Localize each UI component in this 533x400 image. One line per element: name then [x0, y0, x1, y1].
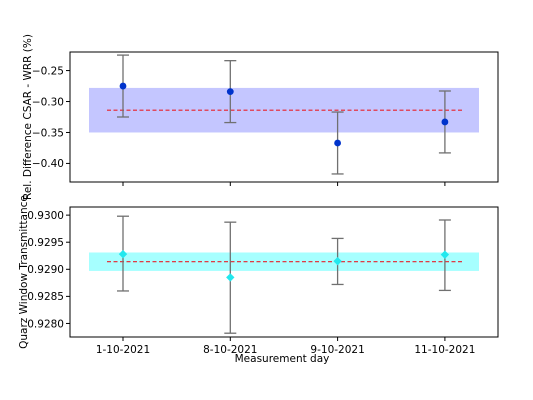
bottom-axes-frame: [69, 206, 499, 338]
top-y-tick-label: −0.40: [32, 158, 64, 170]
bottom-x-tick-label: 8-10-2021: [203, 344, 257, 356]
bottom-y-axis-title: Quarz Window Transmittance: [18, 195, 30, 349]
bottom-x-tick-label: 9-10-2021: [310, 344, 364, 356]
top-data-point: [119, 82, 127, 90]
top-y-tick-label: −0.35: [32, 127, 64, 139]
top-panel: −0.40 −0.35 −0.30 −0.25 Rel. Difference CSA…: [22, 34, 499, 200]
top-data-point: [334, 139, 341, 147]
bottom-plot-area: 0.9280 0.9285 0.9290 0.9295 0.9300 1-10-2021 8…: [27, 206, 499, 356]
top-y-tick-label: −0.25: [32, 65, 64, 77]
top-y-tick-label: −0.30: [32, 96, 64, 108]
bottom-y-tick-label: 0.9290: [27, 264, 64, 276]
bottom-data-point: [226, 273, 235, 282]
bottom-y-tick-label: 0.9295: [27, 237, 64, 249]
top-data-point: [441, 118, 449, 126]
bottom-x-tick-label: 11-10-2021: [414, 344, 475, 356]
top-y-axis-title: Rel. Difference CSAR - WRR (%): [22, 34, 34, 200]
bottom-data-point: [440, 250, 450, 259]
top-data-point: [226, 88, 234, 96]
bottom-panel: 0.9280 0.9285 0.9290 0.9295 0.9300 1-10-2021 8…: [18, 195, 499, 365]
bottom-data-point: [333, 256, 342, 266]
bottom-y-tick-label: 0.9280: [27, 318, 64, 330]
x-axis-title: Measurement day: [235, 353, 330, 365]
top-axes-frame: [69, 51, 499, 183]
bottom-x-tick-label: 1-10-2021: [96, 344, 150, 356]
bottom-y-tick-label: 0.9300: [27, 210, 64, 222]
bottom-data-point: [118, 249, 128, 259]
top-plot-area: −0.40 −0.35 −0.30 −0.25: [32, 51, 499, 186]
bottom-y-tick-label: 0.9285: [27, 291, 64, 303]
